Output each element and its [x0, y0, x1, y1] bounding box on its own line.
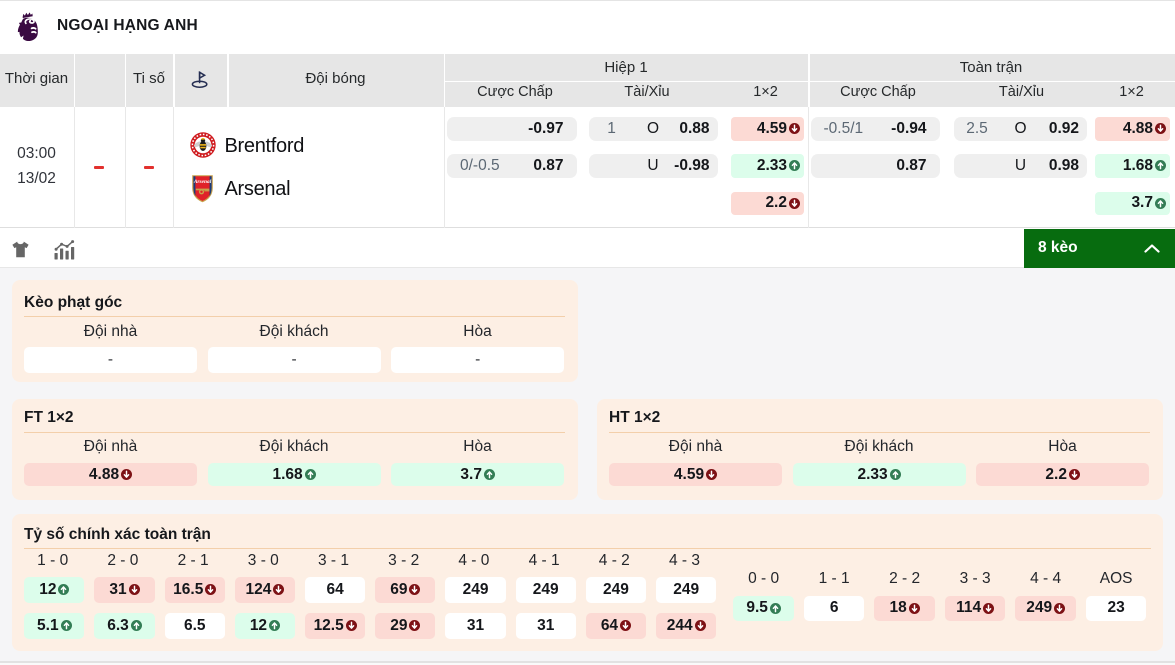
svg-text:Arsenal: Arsenal [193, 179, 212, 185]
